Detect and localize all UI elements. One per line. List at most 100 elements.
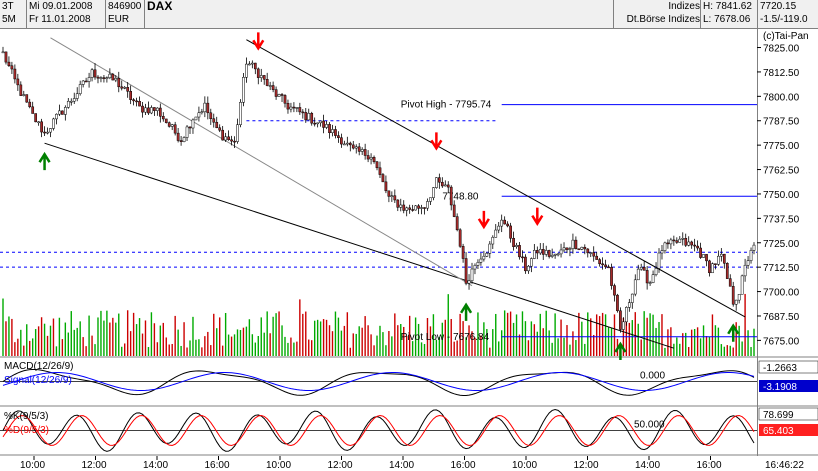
candle-body	[227, 136, 230, 141]
volume-bar	[195, 339, 197, 356]
candle-body	[509, 225, 512, 239]
volume-bar	[400, 324, 402, 356]
volume-bar	[287, 342, 289, 356]
candle-body	[464, 258, 468, 284]
volume-bar	[293, 342, 295, 356]
volume-bar	[637, 323, 639, 356]
candle-body	[639, 267, 643, 270]
volume-bar	[385, 345, 387, 356]
candle-body	[390, 195, 394, 197]
candle-body	[40, 121, 43, 133]
volume-bar	[210, 345, 212, 356]
candle-body	[749, 250, 753, 261]
volume-bar	[628, 322, 631, 356]
volume-bar	[563, 337, 565, 356]
candle-body	[221, 129, 225, 141]
candle-body	[120, 86, 124, 89]
candle-body	[633, 279, 637, 295]
symbol-box: DAX	[145, 0, 614, 29]
volume-bar	[462, 321, 464, 356]
candle-body	[728, 278, 732, 287]
volume-bar	[156, 342, 159, 356]
volume-bar	[245, 326, 248, 356]
candle-body	[366, 155, 370, 160]
volume-bar	[82, 337, 84, 356]
candle-body	[126, 87, 130, 92]
volume-bar	[640, 339, 642, 356]
candle-body	[286, 102, 290, 110]
wkn: 846900	[108, 1, 142, 12]
volume-bar	[230, 336, 233, 356]
volume-bar	[492, 329, 494, 356]
candle-body	[289, 106, 293, 110]
candle-body	[295, 107, 299, 109]
volume-bar	[153, 323, 156, 356]
volume-bar	[355, 333, 357, 356]
volume-bar	[465, 337, 467, 356]
candle-body	[354, 146, 358, 149]
candle-body	[203, 102, 207, 113]
candle-body	[743, 264, 747, 277]
candle-body	[369, 157, 373, 160]
candle-body	[256, 68, 260, 78]
candle-body	[672, 239, 676, 242]
candle-body	[527, 265, 530, 272]
candle-body	[161, 116, 165, 120]
volume-bar	[308, 339, 310, 356]
x-tick-label: 12:00	[328, 460, 353, 471]
volume-bar	[388, 331, 390, 356]
volume-bar	[100, 310, 102, 356]
volume-bar	[726, 345, 728, 356]
candle-body	[345, 142, 349, 145]
volume-bar	[667, 329, 669, 356]
y-tick-label: 7750.00	[763, 190, 800, 201]
candle-body	[565, 247, 569, 250]
candle-body	[61, 110, 64, 115]
volume-bar	[423, 344, 426, 356]
candle-body	[378, 167, 382, 175]
price-change: -1.5/-119.0	[760, 14, 808, 25]
candle-body	[642, 267, 646, 271]
y-tick-label: 7775.00	[763, 141, 800, 152]
volume-bar	[506, 312, 509, 356]
candle-body	[144, 107, 147, 113]
volume-bar	[257, 335, 259, 356]
volume-bar	[316, 319, 319, 356]
candle-body	[494, 229, 498, 238]
candle-body	[681, 238, 685, 240]
volume-bar	[189, 340, 191, 356]
volume-bar	[714, 325, 717, 356]
period-box[interactable]: 3T 5M	[0, 0, 27, 29]
candle-body	[66, 100, 70, 108]
candle-body	[440, 181, 444, 187]
trendline	[50, 37, 473, 287]
candle-body	[669, 239, 673, 245]
candle-body	[411, 209, 414, 211]
candle-body	[298, 107, 302, 113]
exchange: Dt.Börse Indizes	[626, 14, 700, 25]
candle-body	[19, 84, 23, 96]
candle-body	[277, 94, 281, 97]
candle-body	[381, 174, 385, 183]
volume-bar	[91, 335, 93, 356]
volume-bar	[625, 320, 628, 356]
volume-bar	[679, 343, 681, 356]
candle-body	[340, 137, 343, 145]
volume-bar	[607, 327, 610, 356]
candle-body	[574, 239, 578, 250]
candle-body	[209, 112, 213, 119]
candle-body	[384, 181, 388, 192]
volume-bar	[85, 346, 87, 356]
volume-bar	[702, 325, 705, 356]
volume-bar	[575, 340, 577, 356]
volume-bar	[218, 317, 221, 356]
sell-arrow	[430, 132, 443, 151]
x-tick-label: 12:00	[82, 460, 107, 471]
volume-bar	[349, 347, 352, 356]
volume-bar	[533, 324, 536, 356]
candle-body	[4, 51, 8, 63]
candle-body	[506, 223, 509, 227]
stoch-k-label: %K(9/5/3)	[4, 411, 48, 422]
